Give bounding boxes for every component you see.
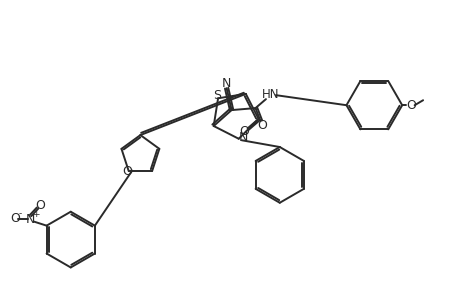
Text: O: O: [122, 165, 132, 178]
Text: +: +: [32, 210, 40, 219]
Text: S: S: [213, 89, 221, 102]
Text: N: N: [221, 77, 231, 90]
Text: O: O: [35, 199, 45, 212]
Text: O: O: [10, 212, 20, 225]
Text: N: N: [26, 213, 35, 226]
Text: O: O: [239, 125, 248, 138]
Text: O: O: [257, 119, 266, 132]
Text: -: -: [18, 209, 21, 218]
Text: N: N: [238, 131, 247, 144]
Text: HN: HN: [261, 88, 279, 101]
Text: O: O: [406, 99, 416, 112]
